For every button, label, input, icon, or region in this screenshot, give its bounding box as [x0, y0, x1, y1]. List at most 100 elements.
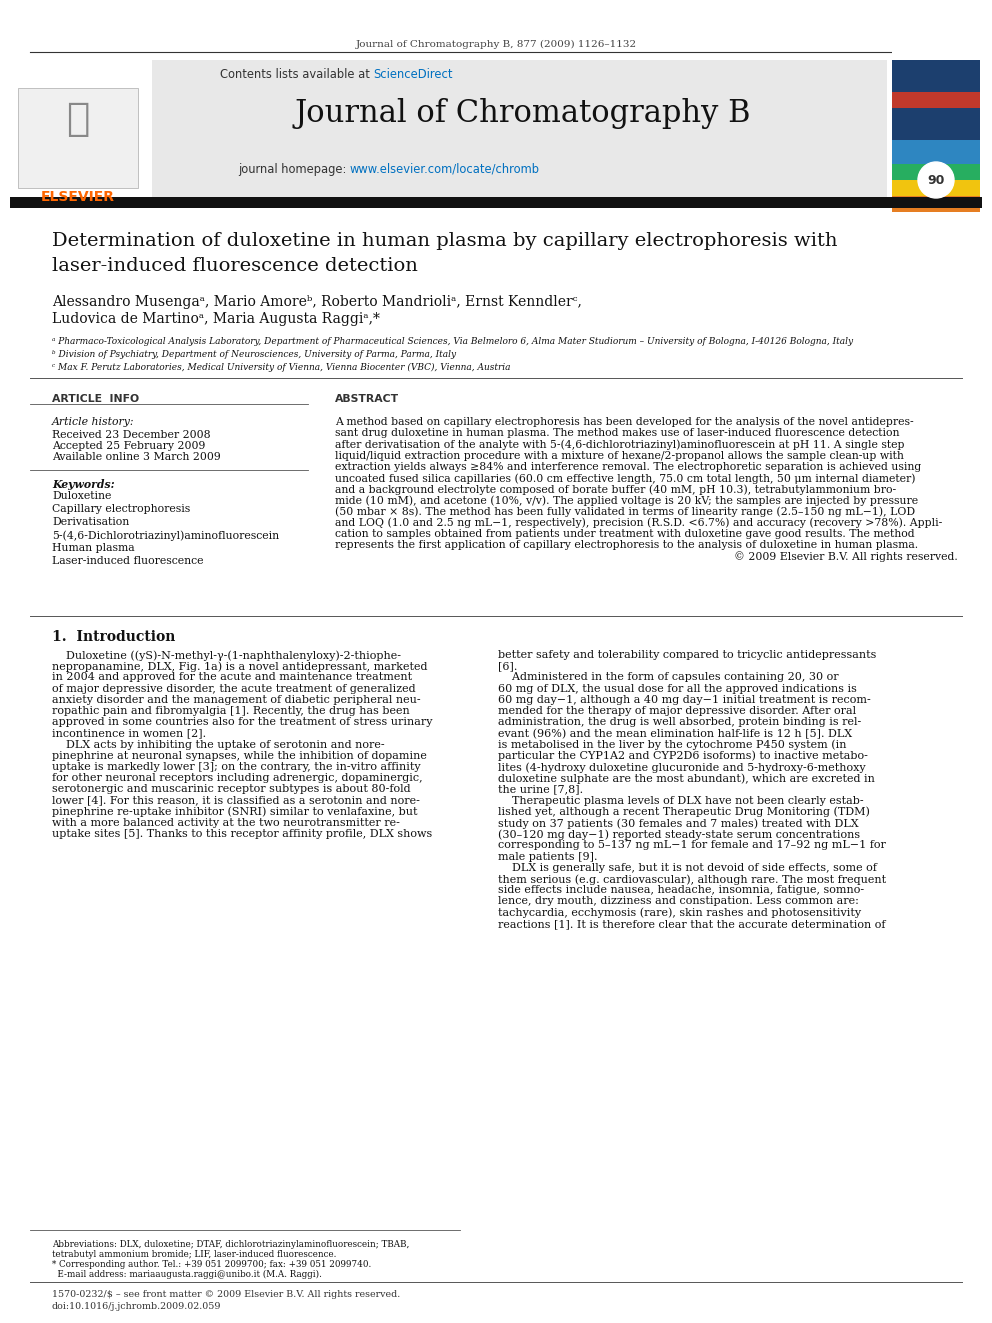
Text: DLX is generally safe, but it is not devoid of side effects, some of: DLX is generally safe, but it is not dev…	[498, 863, 877, 873]
Text: www.elsevier.com/locate/chromb: www.elsevier.com/locate/chromb	[350, 163, 540, 176]
Bar	[892, 0, 980, 60]
Text: lished yet, although a recent Therapeutic Drug Monitoring (TDM): lished yet, although a recent Therapeuti…	[498, 807, 870, 818]
Bar	[892, 124, 980, 132]
Bar	[892, 67, 980, 75]
Text: Alessandro Musengaᵃ, Mario Amoreᵇ, Roberto Mandrioliᵃ, Ernst Kenndlerᶜ,: Alessandro Musengaᵃ, Mario Amoreᵇ, Rober…	[52, 295, 582, 310]
Bar	[892, 60, 980, 67]
Text: Keywords:: Keywords:	[52, 479, 115, 490]
Text: approved in some countries also for the treatment of stress urinary: approved in some countries also for the …	[52, 717, 433, 728]
Text: reactions [1]. It is therefore clear that the accurate determination of: reactions [1]. It is therefore clear tha…	[498, 918, 886, 929]
Bar	[892, 196, 980, 204]
Text: [6].: [6].	[498, 662, 518, 671]
Text: them serious (e.g. cardiovascular), although rare. The most frequent: them serious (e.g. cardiovascular), alth…	[498, 875, 886, 885]
Bar	[10, 197, 982, 208]
Text: tachycardia, ecchymosis (rare), skin rashes and photosensitivity: tachycardia, ecchymosis (rare), skin ras…	[498, 908, 861, 918]
Text: cation to samples obtained from patients under treatment with duloxetine gave go: cation to samples obtained from patients…	[335, 529, 915, 538]
Text: Determination of duloxetine in human plasma by capillary electrophoresis with: Determination of duloxetine in human pla…	[52, 232, 837, 250]
Text: lower [4]. For this reason, it is classified as a serotonin and nore-: lower [4]. For this reason, it is classi…	[52, 795, 420, 806]
Text: lites (4-hydroxy duloxetine glucuronide and 5-hydroxy-6-methoxy: lites (4-hydroxy duloxetine glucuronide …	[498, 762, 866, 773]
Text: Journal of Chromatography B, 877 (2009) 1126–1132: Journal of Chromatography B, 877 (2009) …	[355, 40, 637, 49]
Bar	[892, 180, 980, 188]
Text: ELSEVIER: ELSEVIER	[41, 191, 115, 204]
Text: particular the CYP1A2 and CYP2D6 isoforms) to inactive metabo-: particular the CYP1A2 and CYP2D6 isoform…	[498, 750, 868, 761]
Text: ᵇ Division of Psychiatry, Department of Neurosciences, University of Parma, Parm: ᵇ Division of Psychiatry, Department of …	[52, 351, 456, 359]
Bar	[892, 148, 980, 156]
Text: Journal of Chromatography B: Journal of Chromatography B	[295, 98, 751, 130]
Bar	[892, 116, 980, 124]
Bar	[10, 60, 150, 198]
Text: liquid/liquid extraction procedure with a mixture of hexane/2-propanol allows th: liquid/liquid extraction procedure with …	[335, 451, 904, 460]
Bar	[892, 188, 980, 196]
Text: side effects include nausea, headache, insomnia, fatigue, somno-: side effects include nausea, headache, i…	[498, 885, 864, 896]
Text: Duloxetine ((yS)-N-methyl-γ-(1-naphthalenyloxy)-2-thiophe-: Duloxetine ((yS)-N-methyl-γ-(1-naphthale…	[52, 650, 401, 660]
Bar	[892, 156, 980, 164]
Bar	[892, 140, 980, 148]
Text: pinephrine re-uptake inhibitor (SNRI) similar to venlafaxine, but: pinephrine re-uptake inhibitor (SNRI) si…	[52, 807, 418, 818]
Text: is metabolised in the liver by the cytochrome P450 system (in: is metabolised in the liver by the cytoc…	[498, 740, 846, 750]
Text: ᶜ Max F. Perutz Laboratories, Medical University of Vienna, Vienna Biocenter (VB: ᶜ Max F. Perutz Laboratories, Medical Un…	[52, 363, 511, 372]
Text: and a background electrolyte composed of borate buffer (40 mM, pH 10.3), tetrabu: and a background electrolyte composed of…	[335, 484, 896, 495]
Text: laser-induced fluorescence detection: laser-induced fluorescence detection	[52, 257, 418, 275]
Text: mended for the therapy of major depressive disorder. After oral: mended for the therapy of major depressi…	[498, 706, 856, 716]
Text: lence, dry mouth, dizziness and constipation. Less common are:: lence, dry mouth, dizziness and constipa…	[498, 897, 859, 906]
Text: © 2009 Elsevier B.V. All rights reserved.: © 2009 Elsevier B.V. All rights reserved…	[734, 552, 958, 562]
Text: 90: 90	[928, 175, 944, 187]
Text: incontinence in women [2].: incontinence in women [2].	[52, 729, 206, 738]
Bar	[892, 164, 980, 172]
Bar	[152, 60, 887, 198]
Bar	[892, 101, 980, 108]
Bar	[892, 172, 980, 180]
Text: corresponding to 5–137 ng mL−1 for female and 17–92 ng mL−1 for: corresponding to 5–137 ng mL−1 for femal…	[498, 840, 886, 851]
Text: doi:10.1016/j.jchromb.2009.02.059: doi:10.1016/j.jchromb.2009.02.059	[52, 1302, 221, 1311]
Text: nepropanamine, DLX, Fig. 1a) is a novel antidepressant, marketed: nepropanamine, DLX, Fig. 1a) is a novel …	[52, 662, 428, 672]
Text: Contents lists available at: Contents lists available at	[219, 67, 373, 81]
Text: * Corresponding author. Tel.: +39 051 2099700; fax: +39 051 2099740.: * Corresponding author. Tel.: +39 051 20…	[52, 1259, 371, 1269]
Text: represents the first application of capillary electrophoresis to the analysis of: represents the first application of capi…	[335, 540, 919, 550]
Text: ABSTRACT: ABSTRACT	[335, 394, 399, 404]
Text: uptake sites [5]. Thanks to this receptor affinity profile, DLX shows: uptake sites [5]. Thanks to this recepto…	[52, 830, 433, 839]
Text: in 2004 and approved for the acute and maintenance treatment: in 2004 and approved for the acute and m…	[52, 672, 412, 683]
Text: anxiety disorder and the management of diabetic peripheral neu-: anxiety disorder and the management of d…	[52, 695, 421, 705]
Text: (50 mbar × 8s). The method has been fully validated in terms of linearity range : (50 mbar × 8s). The method has been full…	[335, 507, 916, 517]
Text: (30–120 mg day−1) reported steady-state serum concentrations: (30–120 mg day−1) reported steady-state …	[498, 830, 860, 840]
Text: Duloxetine: Duloxetine	[52, 491, 111, 501]
Text: administration, the drug is well absorbed, protein binding is rel-: administration, the drug is well absorbe…	[498, 717, 861, 728]
Text: DLX acts by inhibiting the uptake of serotonin and nore-: DLX acts by inhibiting the uptake of ser…	[52, 740, 385, 750]
Text: the urine [7,8].: the urine [7,8].	[498, 785, 583, 794]
Text: study on 37 patients (30 females and 7 males) treated with DLX: study on 37 patients (30 females and 7 m…	[498, 818, 859, 828]
Text: after derivatisation of the analyte with 5-(4,6-dichlorotriazinyl)aminofluoresce: after derivatisation of the analyte with…	[335, 439, 905, 450]
Text: male patients [9].: male patients [9].	[498, 852, 597, 861]
Text: ᵃ Pharmaco-Toxicological Analysis Laboratory, Department of Pharmaceutical Scien: ᵃ Pharmaco-Toxicological Analysis Labora…	[52, 337, 853, 347]
Bar	[892, 93, 980, 101]
Text: Abbreviations: DLX, duloxetine; DTAF, dichlorotriazinylaminofluorescein; TBAB,: Abbreviations: DLX, duloxetine; DTAF, di…	[52, 1240, 410, 1249]
Text: Received 23 December 2008: Received 23 December 2008	[52, 430, 210, 441]
Bar	[892, 204, 980, 212]
Bar	[892, 83, 980, 93]
Text: serotonergic and muscarinic receptor subtypes is about 80-fold: serotonergic and muscarinic receptor sub…	[52, 785, 411, 794]
Text: duloxetine sulphate are the most abundant), which are excreted in: duloxetine sulphate are the most abundan…	[498, 773, 875, 783]
Circle shape	[918, 161, 954, 198]
Text: better safety and tolerability compared to tricyclic antidepressants: better safety and tolerability compared …	[498, 650, 876, 660]
Bar	[892, 132, 980, 140]
Text: A method based on capillary electrophoresis has been developed for the analysis : A method based on capillary electrophore…	[335, 417, 914, 427]
Bar	[892, 75, 980, 83]
Text: of major depressive disorder, the acute treatment of generalized: of major depressive disorder, the acute …	[52, 684, 416, 693]
Text: Human plasma: Human plasma	[52, 542, 135, 553]
Text: uptake is markedly lower [3]; on the contrary, the in-vitro affinity: uptake is markedly lower [3]; on the con…	[52, 762, 421, 773]
Text: journal homepage:: journal homepage:	[238, 163, 350, 176]
Text: with a more balanced activity at the two neurotransmitter re-: with a more balanced activity at the two…	[52, 818, 400, 828]
Text: ScienceDirect: ScienceDirect	[373, 67, 452, 81]
Bar	[18, 89, 138, 188]
Text: ARTICLE  INFO: ARTICLE INFO	[52, 394, 139, 404]
Text: Ludovica de Martinoᵃ, Maria Augusta Raggiᵃ,*: Ludovica de Martinoᵃ, Maria Augusta Ragg…	[52, 312, 380, 325]
Text: 60 mg of DLX, the usual dose for all the approved indications is: 60 mg of DLX, the usual dose for all the…	[498, 684, 857, 693]
Bar	[892, 108, 980, 116]
Text: Derivatisation: Derivatisation	[52, 517, 129, 527]
Text: 1.  Introduction: 1. Introduction	[52, 630, 176, 644]
Text: Accepted 25 February 2009: Accepted 25 February 2009	[52, 441, 205, 451]
Text: uncoated fused silica capillaries (60.0 cm effective length, 75.0 cm total lengt: uncoated fused silica capillaries (60.0 …	[335, 474, 916, 484]
Text: and LOQ (1.0 and 2.5 ng mL−1, respectively), precision (R.S.D. <6.7%) and accura: and LOQ (1.0 and 2.5 ng mL−1, respective…	[335, 517, 942, 528]
Text: ropathic pain and fibromyalgia [1]. Recently, the drug has been: ropathic pain and fibromyalgia [1]. Rece…	[52, 706, 410, 716]
Text: Laser-induced fluorescence: Laser-induced fluorescence	[52, 556, 203, 566]
Text: 1570-0232/$ – see front matter © 2009 Elsevier B.V. All rights reserved.: 1570-0232/$ – see front matter © 2009 El…	[52, 1290, 400, 1299]
